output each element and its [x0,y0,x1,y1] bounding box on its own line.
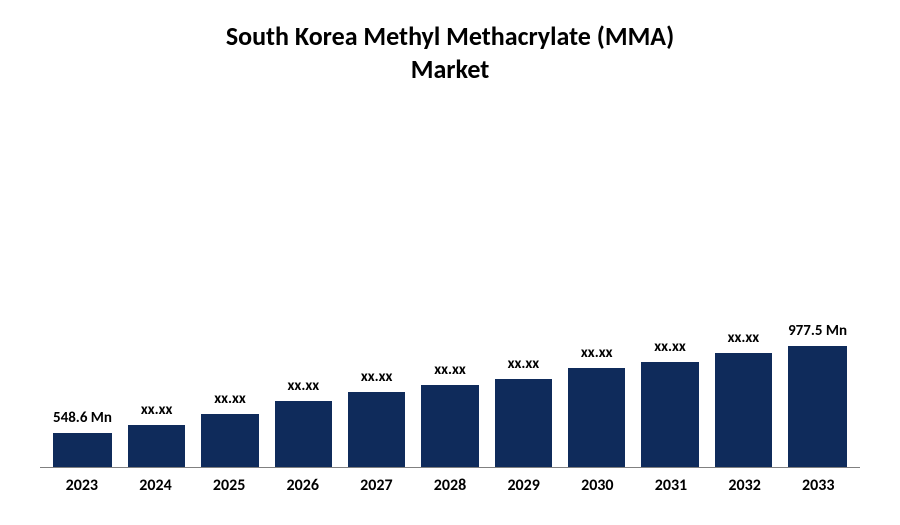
bar [201,414,258,467]
bar [495,379,552,467]
bar-group: 548.6 Mn [45,110,120,467]
bar [53,433,112,467]
x-axis-label: 2027 [340,476,414,495]
bar-group: xx.xx [413,110,486,467]
bar-value-label: 548.6 Mn [53,409,112,427]
bar-value-label: xx.xx [508,355,540,373]
bar-value-label: xx.xx [141,401,173,419]
bars-container: 548.6 Mn xx.xx xx.xx xx.xx xx.xx xx.xx xx.xx xx… [40,110,860,468]
bar [788,346,847,467]
bar-group: xx.xx [487,110,560,467]
bar-group: 977.5 Mn [780,110,855,467]
x-axis-label: 2025 [192,476,266,495]
bar-group: xx.xx [633,110,706,467]
bar [715,353,772,467]
chart-area: 548.6 Mn xx.xx xx.xx xx.xx xx.xx xx.xx xx.xx xx… [40,110,860,495]
x-axis-label: 2024 [119,476,193,495]
bar [641,362,698,467]
bar-value-label: xx.xx [361,368,393,386]
x-axis-label: 2033 [781,476,855,495]
bar-value-label: 977.5 Mn [788,322,847,340]
chart-title-line2: Market [40,53,860,86]
chart-title: South Korea Methyl Methacrylate (MMA) Ma… [40,20,860,85]
bar-value-label: xx.xx [654,338,686,356]
bar [348,392,405,467]
chart-title-line1: South Korea Methyl Methacrylate (MMA) [40,20,860,53]
bar-value-label: xx.xx [214,390,246,408]
bar-group: xx.xx [120,110,193,467]
x-axis-label: 2026 [266,476,340,495]
bar-value-label: xx.xx [728,329,760,347]
x-axis-label: 2023 [45,476,119,495]
bar-group: xx.xx [267,110,340,467]
bar [128,425,185,468]
bar [275,401,332,467]
bar [421,385,478,467]
x-axis-label: 2030 [560,476,634,495]
bar-value-label: xx.xx [581,344,613,362]
bar-value-label: xx.xx [288,377,320,395]
x-axis-label: 2032 [708,476,782,495]
x-axis-labels: 2023202420252026202720282029203020312032… [40,468,860,495]
bar-group: xx.xx [707,110,780,467]
bar-group: xx.xx [193,110,266,467]
bar-group: xx.xx [340,110,413,467]
bar [568,368,625,467]
x-axis-label: 2028 [413,476,487,495]
x-axis-label: 2031 [634,476,708,495]
bar-group: xx.xx [560,110,633,467]
x-axis-label: 2029 [487,476,561,495]
bar-value-label: xx.xx [434,361,466,379]
